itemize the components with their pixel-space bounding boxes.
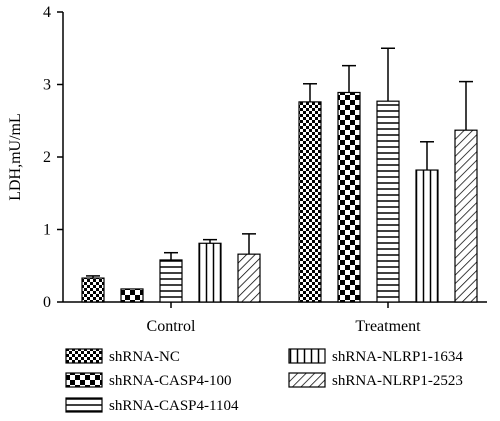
bar-shRNA-CASP4-1104-Control (159, 259, 183, 303)
legend-label: shRNA-NLRP1-1634 (332, 349, 463, 365)
legend-item: shRNA-NLRP1-2523 (288, 372, 463, 389)
legend-item: shRNA-NC (65, 348, 180, 365)
bar-shRNA-NLRP1-1634-Control (198, 242, 222, 303)
y-tick-label: 3 (43, 77, 51, 94)
x-tick-label: Treatment (355, 318, 421, 335)
x-tick-label: Control (147, 318, 196, 335)
bar-shRNA-NLRP1-2523-Control (237, 253, 261, 303)
bar-shRNA-NC-Treatment (298, 101, 322, 303)
legend-label: shRNA-NC (109, 349, 180, 365)
legend-swatch (65, 372, 103, 388)
bar-shRNA-CASP4-1104-Treatment (376, 100, 400, 303)
legend-item: shRNA-CASP4-1104 (65, 397, 239, 414)
y-tick-label: 0 (43, 294, 51, 311)
legend-label: shRNA-CASP4-100 (109, 373, 232, 389)
legend-label: shRNA-NLRP1-2523 (332, 373, 463, 389)
bar-shRNA-NLRP1-1634-Treatment (415, 169, 439, 303)
legend-item: shRNA-CASP4-100 (65, 372, 232, 389)
bar-shRNA-CASP4-100-Treatment (337, 91, 361, 303)
legend-label: shRNA-CASP4-1104 (109, 398, 239, 414)
bar-shRNA-NC-Control (81, 277, 105, 303)
y-axis-label: LDH,mU/mL (7, 113, 24, 201)
legend-swatch (288, 348, 326, 364)
y-tick-label: 2 (43, 149, 51, 166)
legend-swatch (65, 397, 103, 413)
y-tick-label: 4 (43, 4, 51, 21)
legend: shRNA-NC shRNA-CASP4-100 shRNA-CASP4-1104 s… (65, 348, 463, 414)
bars (81, 47, 478, 303)
legend-swatch (288, 372, 326, 388)
y-tick-label: 1 (43, 222, 51, 239)
bar-shRNA-NLRP1-2523-Treatment (454, 129, 478, 303)
legend-swatch (65, 348, 103, 364)
bar-shRNA-CASP4-100-Control (120, 288, 144, 303)
legend-item: shRNA-NLRP1-1634 (288, 348, 463, 365)
